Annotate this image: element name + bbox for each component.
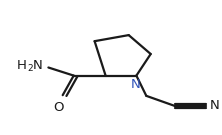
- Text: 2: 2: [28, 64, 33, 73]
- Text: O: O: [54, 101, 64, 114]
- Text: N: N: [131, 78, 141, 91]
- Text: N: N: [33, 59, 43, 72]
- Text: N: N: [210, 99, 220, 112]
- Text: H: H: [17, 59, 27, 72]
